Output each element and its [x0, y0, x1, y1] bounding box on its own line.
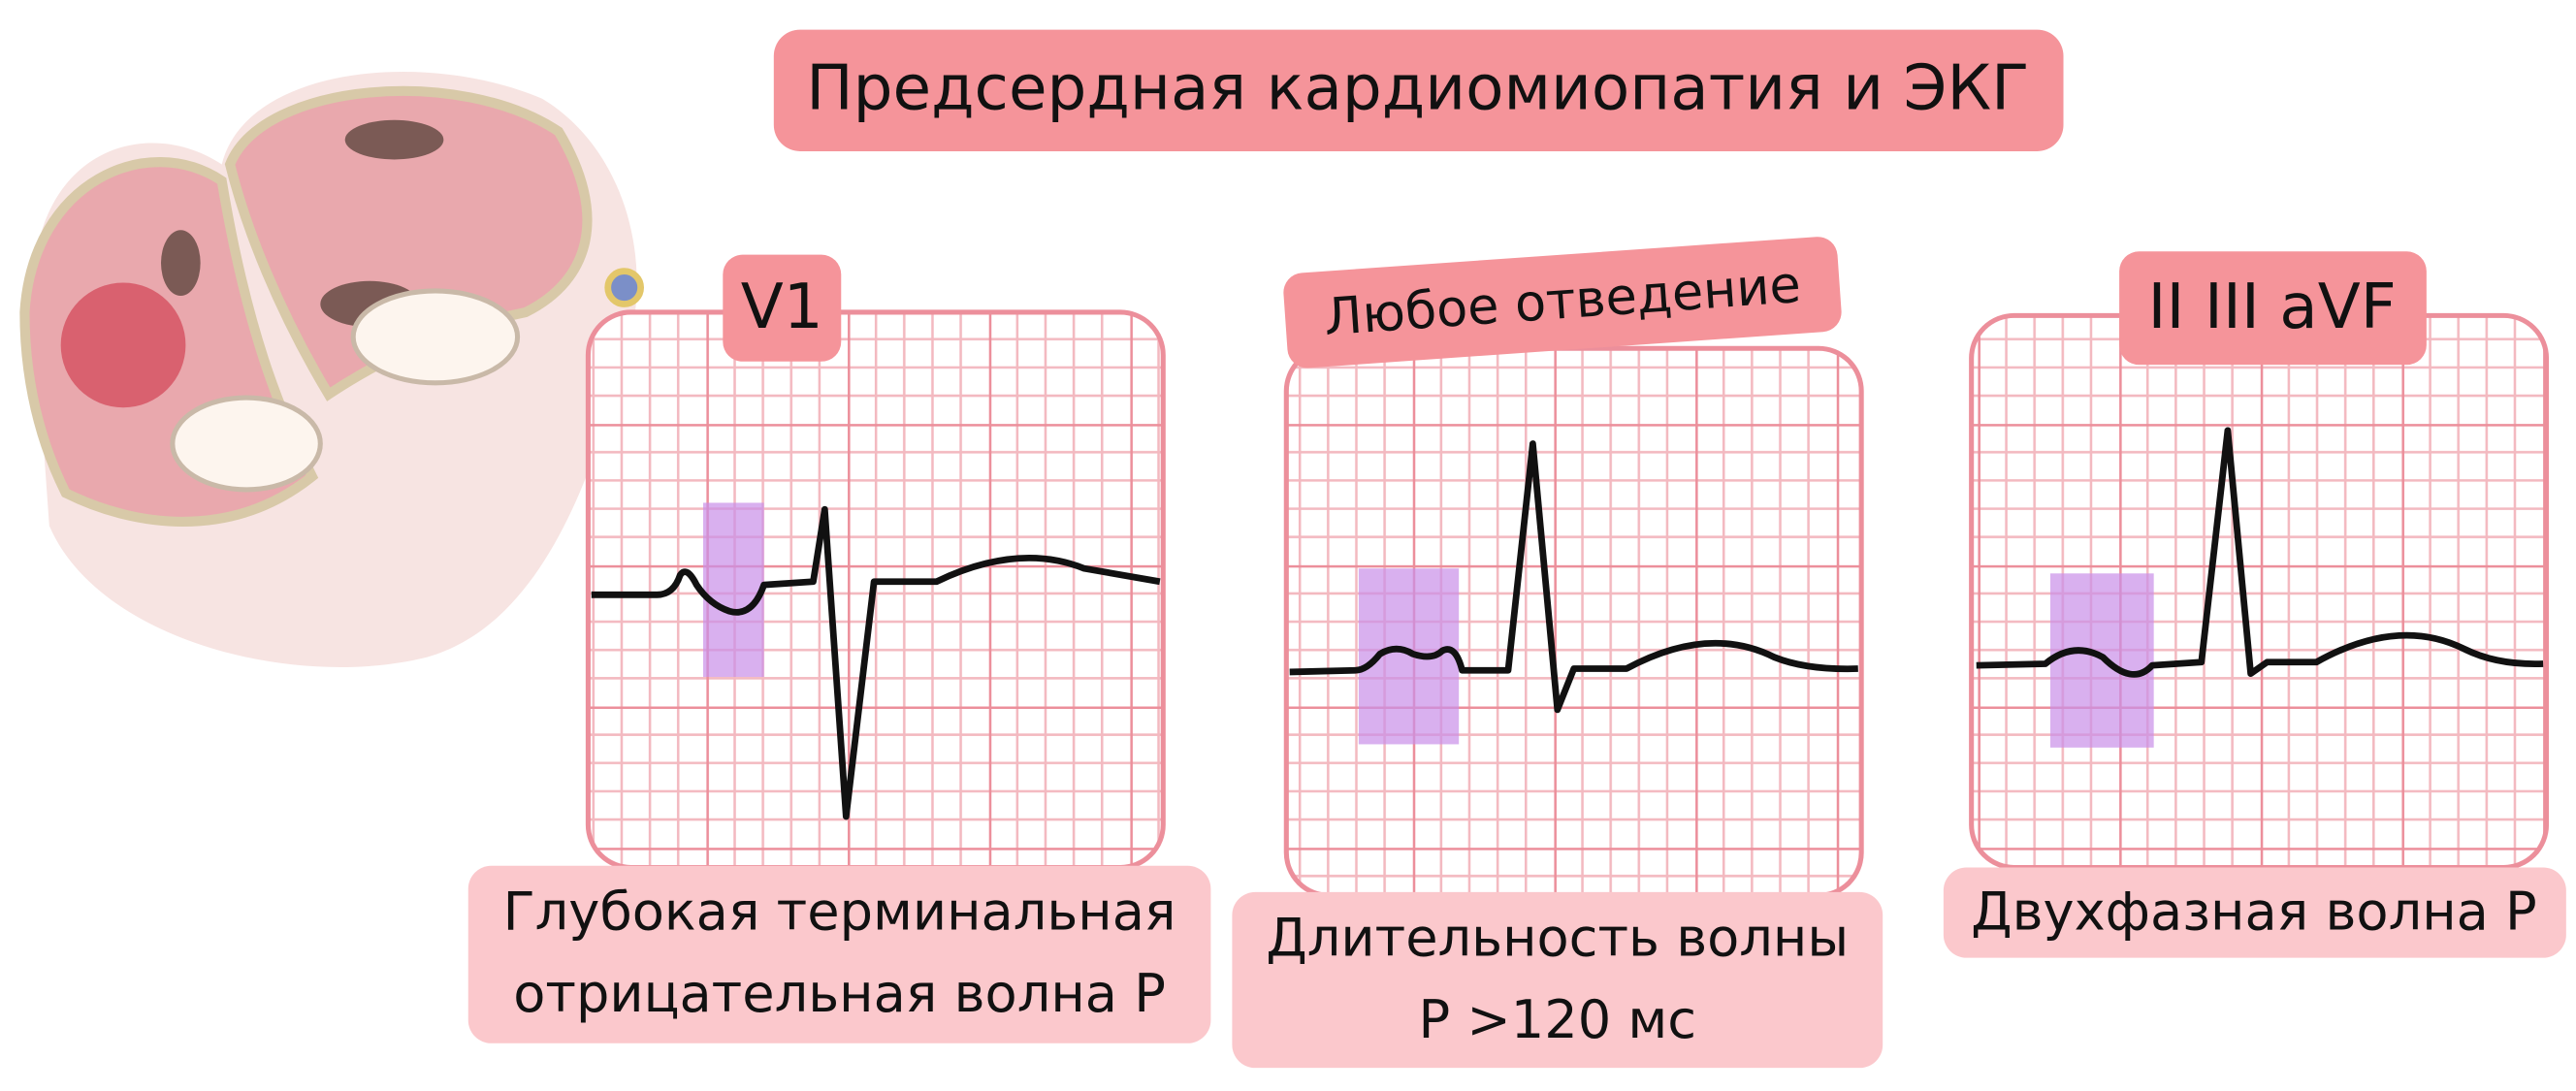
- lead-box: [2119, 251, 2427, 366]
- title: Предсердная кардиомиопатия и ЭКГ: [806, 52, 2029, 125]
- ecg-trace: [591, 505, 1161, 820]
- p-wave-highlight: [702, 502, 764, 678]
- ecg-trace: [1976, 427, 2544, 678]
- heart-illustration: [19, 72, 645, 667]
- lead-label: II III aVF: [2147, 271, 2396, 343]
- caption: Глубокая терминальная: [503, 881, 1176, 942]
- caption: отрицательная волна P: [513, 963, 1166, 1024]
- caption: Длительность волны: [1266, 907, 1849, 968]
- caption: P >120 мс: [1418, 989, 1696, 1050]
- lead-label: V1: [741, 271, 823, 343]
- caption: Двухфазная волна P: [1971, 881, 2536, 942]
- lead-box: [723, 254, 842, 362]
- caption-box: [467, 865, 1211, 1043]
- caption-box: [1232, 891, 1884, 1069]
- lead-box: [1283, 237, 1842, 369]
- ecg-trace: [1289, 440, 1858, 714]
- caption-box: [1943, 867, 2566, 958]
- title-box: [773, 29, 2064, 151]
